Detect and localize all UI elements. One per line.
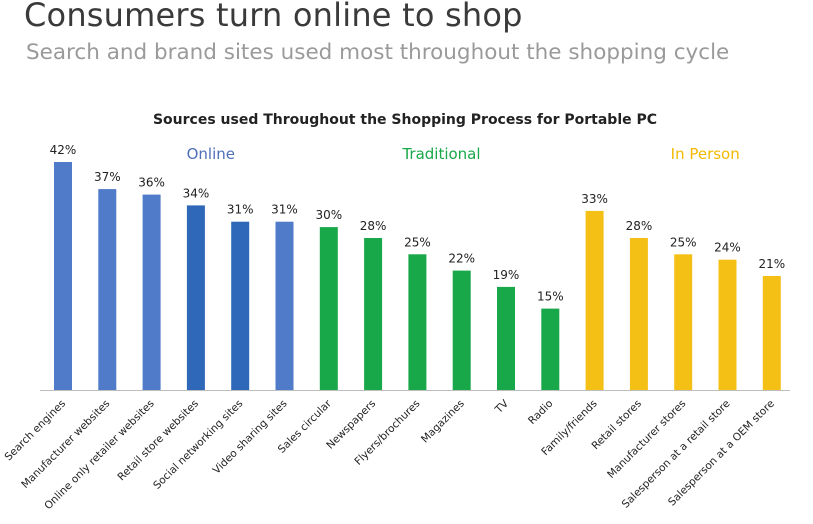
value-label-16: 21%: [758, 257, 785, 271]
bar-16: [762, 276, 781, 390]
value-label-15: 24%: [714, 241, 741, 255]
category-label-9: Magazines: [419, 398, 467, 446]
bar-9: [452, 270, 471, 390]
category-label-10: TV: [492, 397, 511, 416]
group-label-traditional: Traditional: [401, 145, 480, 163]
value-label-9: 22%: [448, 252, 475, 266]
chart-title: Sources used Throughout the Shopping Pro…: [153, 112, 657, 128]
category-label-3: Retail store websites: [115, 398, 201, 484]
bar-6: [319, 227, 338, 390]
group-labels: Online Traditional In Person: [187, 145, 740, 163]
category-label-4: Social networking sites: [151, 398, 245, 492]
bars: [54, 162, 781, 390]
value-label-2: 36%: [138, 176, 165, 190]
bar-1: [98, 189, 117, 390]
value-label-1: 37%: [94, 170, 121, 184]
value-label-8: 25%: [404, 235, 431, 249]
group-label-in-person: In Person: [671, 145, 740, 163]
bar-7: [364, 238, 383, 390]
value-label-7: 28%: [360, 219, 387, 233]
bar-2: [142, 194, 161, 390]
bar-13: [629, 238, 648, 390]
bar-4: [231, 221, 250, 390]
value-label-0: 42%: [50, 143, 77, 157]
value-label-4: 31%: [227, 203, 254, 217]
value-label-6: 30%: [315, 208, 342, 222]
value-label-14: 25%: [670, 235, 697, 249]
value-label-3: 34%: [183, 186, 210, 200]
page-title: Consumers turn online to shop: [24, 0, 523, 34]
category-label-5: Video sharing sites: [211, 398, 290, 477]
category-label-14: Manufacturer stores: [605, 398, 688, 481]
value-label-5: 31%: [271, 203, 298, 217]
bar-0: [54, 162, 72, 390]
category-label-11: Radio: [526, 398, 555, 427]
bar-14: [674, 254, 693, 390]
bar-8: [408, 254, 427, 390]
value-label-12: 33%: [581, 192, 608, 206]
bar-12: [585, 210, 604, 390]
value-label-13: 28%: [626, 219, 653, 233]
bar-10: [497, 286, 515, 390]
value-label-11: 15%: [537, 290, 564, 304]
bar-15: [718, 259, 737, 390]
group-label-online: Online: [187, 145, 235, 163]
bar-3: [186, 205, 205, 390]
value-label-10: 19%: [493, 268, 520, 282]
page-subtitle: Search and brand sites used most through…: [26, 40, 730, 65]
value-labels: 42% 37% 36% 34% 31% 31% 30% 28% 25% 22% 19% 15% 33% 2…: [50, 143, 785, 304]
category-label-1: Manufacturer websites: [19, 398, 112, 491]
bar-11: [541, 308, 560, 390]
bar-5: [275, 221, 294, 390]
